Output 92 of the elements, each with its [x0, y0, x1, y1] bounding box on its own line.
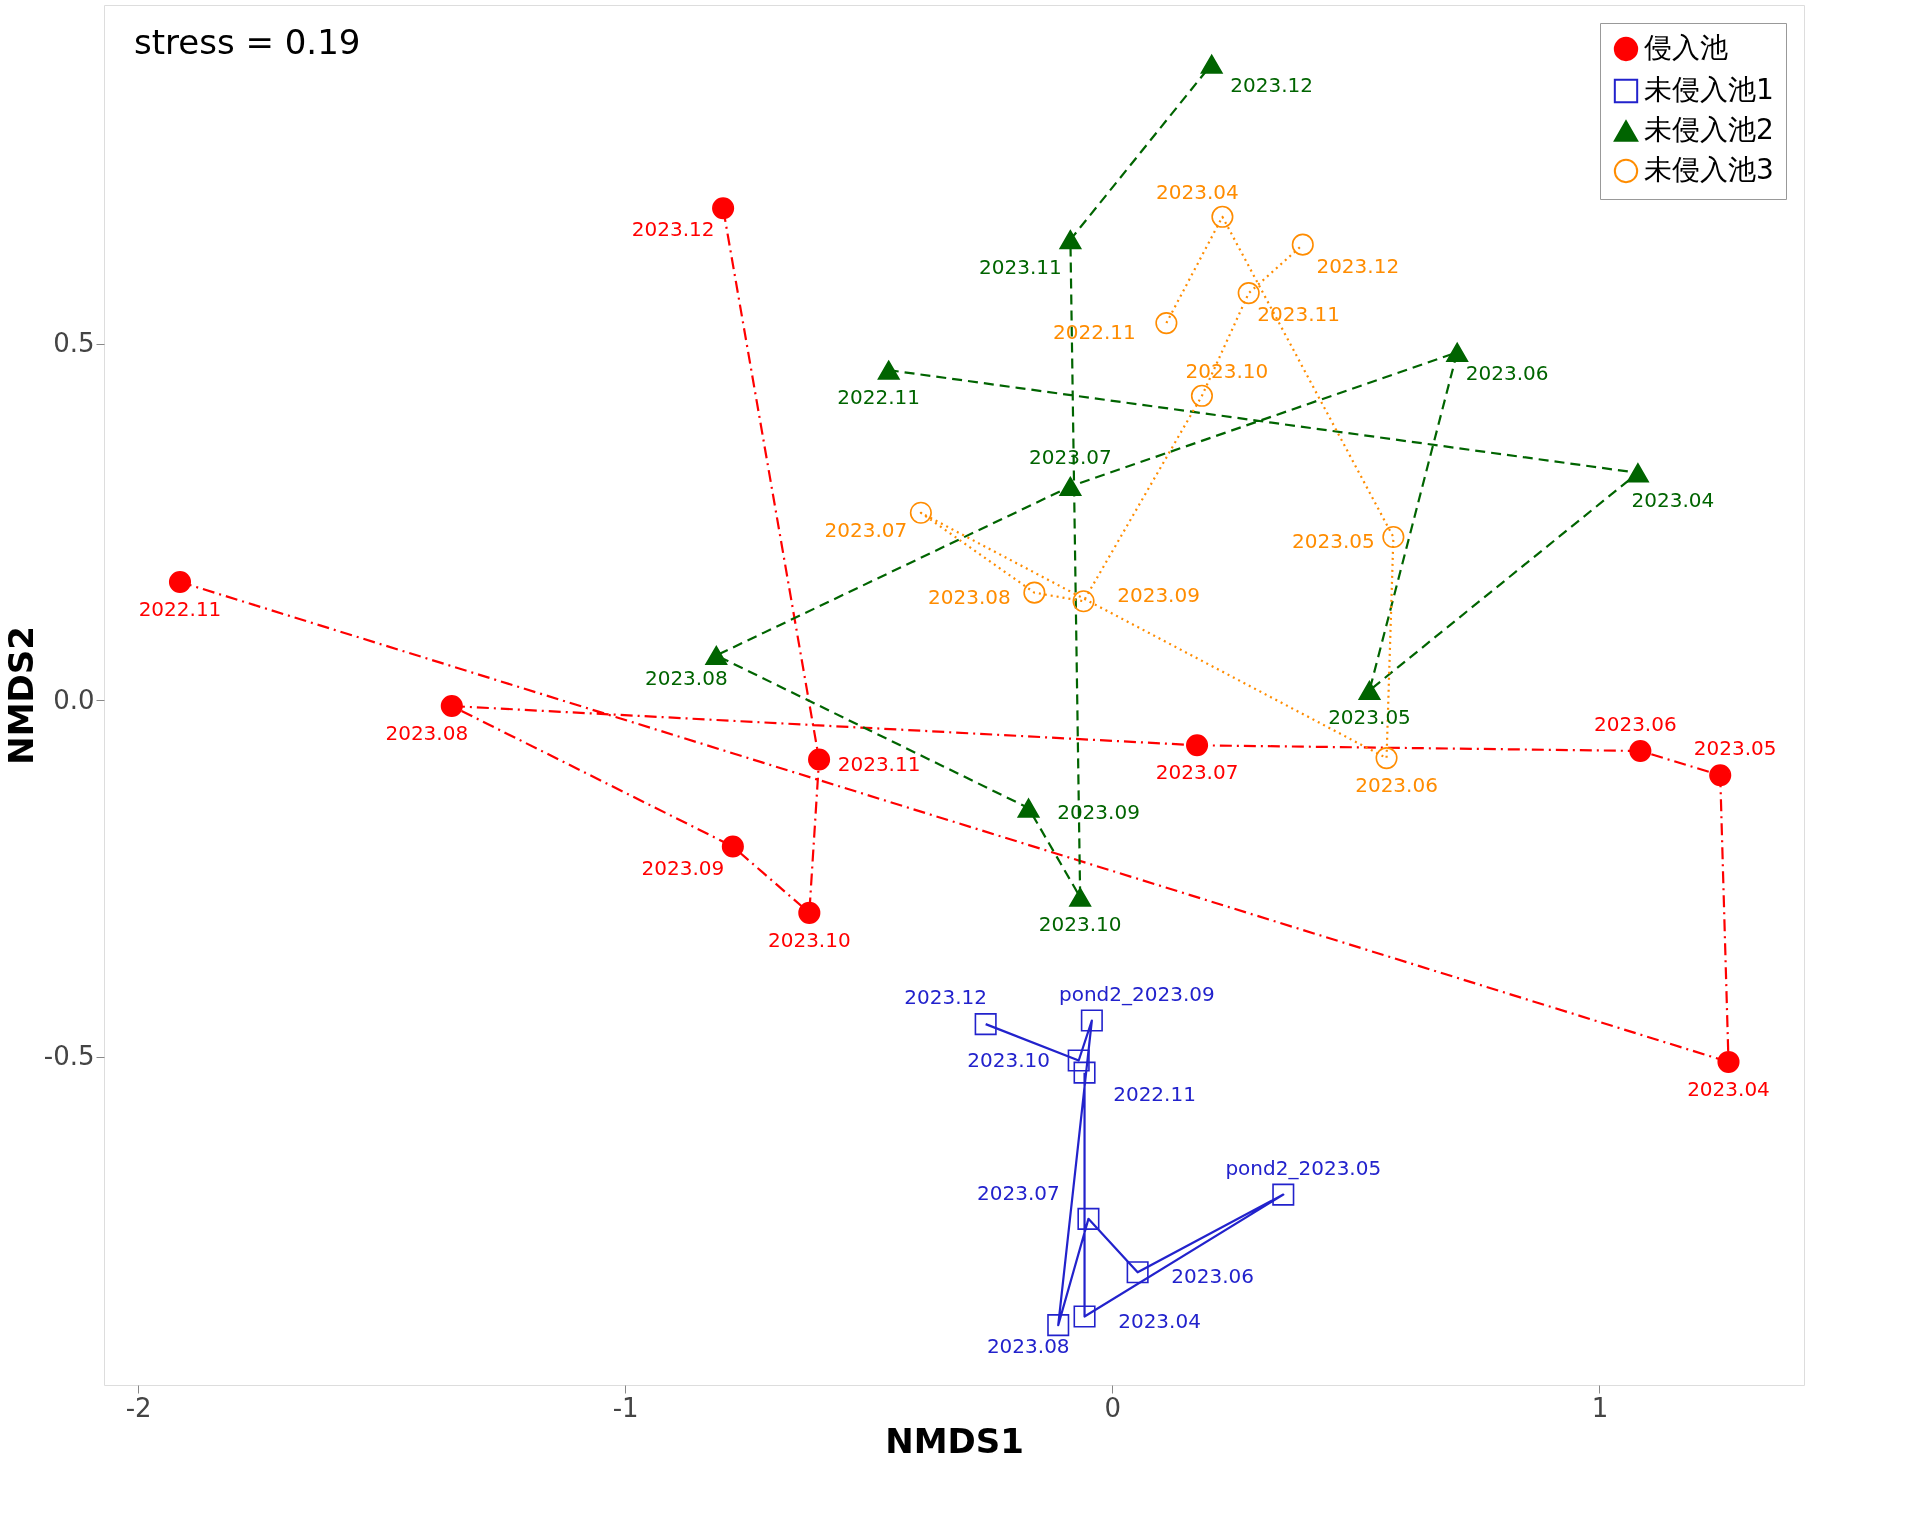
y-tick-label: 0.5	[53, 328, 95, 359]
point	[1375, 747, 1398, 770]
x-tick-label: -2	[125, 1392, 152, 1423]
point	[1017, 798, 1040, 818]
point	[1073, 1305, 1096, 1328]
annotation: 2023.12	[1230, 73, 1314, 98]
point	[1023, 581, 1046, 604]
point	[1446, 342, 1469, 362]
point	[1709, 764, 1732, 787]
annotation: 2022.11	[1053, 320, 1136, 345]
point	[1626, 463, 1649, 483]
annotation: 2023.06	[1355, 773, 1438, 798]
annotation: 2023.05	[1328, 705, 1411, 730]
annotation: 2023.12	[904, 985, 988, 1010]
annotation: 2023.08	[928, 584, 1011, 609]
point	[1358, 680, 1381, 701]
annotation: pond2_2023.05	[1225, 1155, 1382, 1180]
point	[1077, 1207, 1100, 1230]
point	[909, 501, 932, 524]
annotation: stress = 0.19	[134, 22, 361, 62]
y-axis-title: NMDS2	[0, 626, 41, 765]
y-tick-label: -0.5	[43, 1041, 95, 1072]
point	[1272, 1183, 1295, 1206]
annotation: 2023.12	[1316, 253, 1400, 278]
annotation: 2023.09	[641, 855, 725, 880]
point	[808, 748, 831, 771]
annotation: 2023.08	[385, 721, 469, 746]
legend-label: 未侵入池1	[1644, 73, 1774, 106]
point	[1126, 1261, 1149, 1284]
point	[1067, 1049, 1090, 1072]
point	[1047, 1314, 1070, 1337]
point	[705, 645, 728, 666]
annotation: 2022.11	[1113, 1081, 1196, 1106]
point	[712, 197, 735, 220]
point	[1059, 476, 1082, 497]
point	[1200, 54, 1223, 74]
legend-label: 未侵入池2	[1644, 113, 1774, 146]
point	[1059, 229, 1082, 250]
annotation: 2022.11	[837, 385, 921, 410]
annotation: 2023.06	[1593, 711, 1677, 736]
annotation: 2022.11	[138, 596, 222, 621]
point	[721, 835, 744, 858]
annotation: 2023.05	[1292, 529, 1375, 554]
annotation: 2023.04	[1156, 179, 1239, 204]
annotation: 2023.04	[1631, 487, 1715, 512]
point	[1237, 282, 1260, 305]
legend-label: 侵入池	[1644, 31, 1728, 64]
point	[440, 695, 463, 718]
annotation: 2023.07	[1029, 445, 1112, 470]
point	[1211, 205, 1234, 228]
annotation: 2023.09	[1117, 583, 1200, 608]
point	[1080, 1009, 1103, 1032]
legend-label: 未侵入池3	[1644, 153, 1774, 186]
point	[798, 901, 821, 924]
annotation: 2023.06	[1465, 361, 1549, 386]
point	[1629, 739, 1652, 763]
annotation: 2023.10	[967, 1047, 1051, 1072]
annotation: 2023.07	[977, 1180, 1060, 1205]
x-tick-label: 0	[1104, 1392, 1122, 1423]
annotation: 2023.06	[1171, 1264, 1254, 1289]
x-tick-label: 1	[1591, 1392, 1609, 1423]
annotation: 2023.04	[1687, 1076, 1770, 1101]
point	[877, 360, 900, 380]
point	[168, 570, 192, 593]
point	[1069, 887, 1092, 907]
x-tick-label: -1	[612, 1392, 639, 1423]
annotation: pond2_2023.09	[1058, 981, 1215, 1006]
point	[1382, 526, 1405, 549]
annotation: 2023.11	[1257, 302, 1341, 327]
annotation: 2023.08	[644, 666, 728, 691]
point	[1717, 1050, 1740, 1073]
point	[1186, 734, 1209, 757]
annotation: 2023.10	[1185, 358, 1269, 383]
point	[1291, 233, 1314, 256]
y-tick-label: 0.0	[53, 684, 95, 715]
annotation: 2023.10	[767, 927, 851, 952]
annotation: 2023.08	[986, 1334, 1070, 1359]
annotation: 2023.09	[1057, 800, 1140, 825]
annotation: 2023.05	[1693, 736, 1777, 761]
point	[1073, 1061, 1096, 1084]
point	[974, 1013, 997, 1036]
point	[1072, 590, 1095, 613]
annotation: 2023.11	[837, 751, 921, 776]
point	[1190, 384, 1213, 407]
annotation: 2023.04	[1118, 1308, 1201, 1333]
annotation: 2023.07	[1155, 760, 1239, 785]
point	[1155, 312, 1178, 335]
annotation: 2023.10	[1038, 912, 1122, 937]
annotation: 2023.07	[824, 517, 908, 542]
annotation: 2023.11	[979, 254, 1062, 279]
annotation: 2023.12	[631, 217, 715, 242]
x-axis-title: NMDS1	[885, 1420, 1024, 1461]
